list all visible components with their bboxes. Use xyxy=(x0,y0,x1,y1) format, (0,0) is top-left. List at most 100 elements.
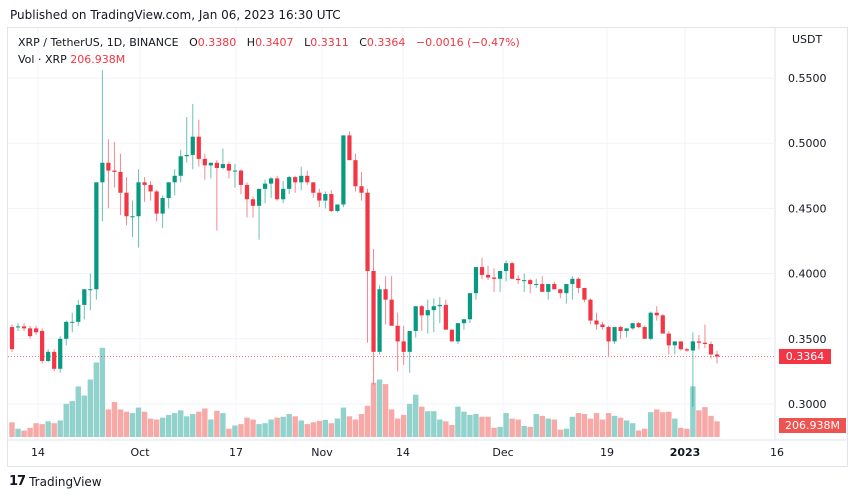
volume-bar xyxy=(87,379,94,437)
volume-bar xyxy=(129,413,136,437)
candle-body xyxy=(172,175,177,183)
candle-body xyxy=(461,319,467,324)
candle-body xyxy=(311,182,316,193)
tradingview-logo-icon: 17 xyxy=(9,474,26,489)
volume-bar xyxy=(238,424,244,437)
candle-body xyxy=(208,162,213,166)
volume-badge: 206.938M xyxy=(779,418,846,433)
candle-body xyxy=(618,327,623,331)
candle-body xyxy=(256,188,262,206)
candle-body xyxy=(497,270,503,279)
volume-bar xyxy=(214,410,220,437)
volume-bar xyxy=(184,416,190,437)
time-tick-label: 14 xyxy=(396,446,410,459)
volume-bar xyxy=(208,419,214,437)
candle-body xyxy=(455,323,461,342)
change-value: −0.0016 (−0.47%) xyxy=(415,36,520,49)
volume-bar xyxy=(123,411,130,437)
candle-body xyxy=(600,324,605,328)
volume-bar xyxy=(111,402,118,437)
symbol-title[interactable]: XRP / TetherUS, 1D, BINANCE xyxy=(18,36,179,49)
volume-bar xyxy=(153,419,160,437)
volume-bar xyxy=(406,403,413,437)
candle-body xyxy=(678,341,683,350)
candle-body xyxy=(642,327,647,339)
close-value: 0.3364 xyxy=(366,36,406,49)
candle-body xyxy=(522,280,527,282)
candle-body xyxy=(232,170,238,172)
volume-bar xyxy=(322,419,329,437)
volume-bar xyxy=(533,414,539,437)
time-tick-label: 2023 xyxy=(670,446,701,459)
volume-bar xyxy=(635,430,642,437)
candle-body xyxy=(648,312,653,339)
volume-bar xyxy=(310,422,316,437)
candle-body xyxy=(630,323,635,329)
volume-bar xyxy=(286,414,292,437)
volume-bar xyxy=(382,384,389,437)
candle-body xyxy=(702,342,708,345)
volume-bar xyxy=(539,415,545,437)
volume-bar xyxy=(666,411,672,437)
volume-bar xyxy=(105,409,112,437)
candle-body xyxy=(323,194,328,201)
open-value: 0.3380 xyxy=(197,36,237,49)
volume-bar xyxy=(443,421,449,437)
volume-bar xyxy=(256,424,262,437)
candle-body xyxy=(142,182,147,185)
candle-body xyxy=(696,341,702,343)
price-tick-label: 0.3500 xyxy=(788,333,827,346)
volume-bar xyxy=(33,423,39,437)
candle-body xyxy=(196,136,201,159)
candle-body xyxy=(262,183,268,189)
volume-bar xyxy=(171,413,178,437)
volume-bar xyxy=(467,414,473,437)
candle-body xyxy=(58,338,63,369)
candle-body xyxy=(666,333,671,346)
volume-bar xyxy=(304,424,310,437)
candle-body xyxy=(70,321,75,323)
candle-body xyxy=(281,188,286,200)
time-tick-label: Nov xyxy=(311,446,333,459)
volume-bar xyxy=(413,394,419,437)
candle-body xyxy=(636,323,641,328)
volume-bar xyxy=(509,418,515,437)
candle-body xyxy=(341,135,346,205)
volume-bar xyxy=(485,416,491,437)
candle-body xyxy=(359,186,364,193)
volume-bar xyxy=(99,347,106,437)
candle-body xyxy=(540,284,545,292)
volume-bar xyxy=(491,427,497,437)
candle-body xyxy=(473,267,479,294)
volume-bar xyxy=(678,427,684,437)
candle-body xyxy=(52,351,57,369)
candle-body xyxy=(202,158,207,166)
volume-bar xyxy=(581,414,588,437)
candle-body xyxy=(27,328,33,337)
candle-body xyxy=(100,162,105,183)
volume-bar xyxy=(400,414,407,437)
volume-bar xyxy=(75,386,81,437)
volume-bar xyxy=(629,423,636,437)
candle-body xyxy=(449,329,454,342)
volume-bar xyxy=(455,406,461,437)
candle-body xyxy=(407,330,412,352)
candle-body xyxy=(166,182,171,198)
candle-body xyxy=(612,327,617,342)
candle-body xyxy=(33,328,39,333)
chart-frame[interactable] xyxy=(7,27,848,467)
time-tick-label: 16 xyxy=(770,446,784,459)
volume-bar xyxy=(690,386,696,437)
volume-label[interactable]: Vol · XRP xyxy=(18,53,67,66)
candle-body xyxy=(305,175,310,183)
close-label: C xyxy=(359,36,367,49)
volume-bar xyxy=(57,420,63,437)
candle-body xyxy=(708,344,714,355)
volume-value: 206.938M xyxy=(70,53,126,66)
volume-bar xyxy=(497,426,503,437)
tradingview-brand[interactable]: 17 TradingView xyxy=(9,474,102,489)
candle-body xyxy=(136,182,141,217)
time-tick-label: 14 xyxy=(31,446,45,459)
candle-body xyxy=(178,156,183,176)
